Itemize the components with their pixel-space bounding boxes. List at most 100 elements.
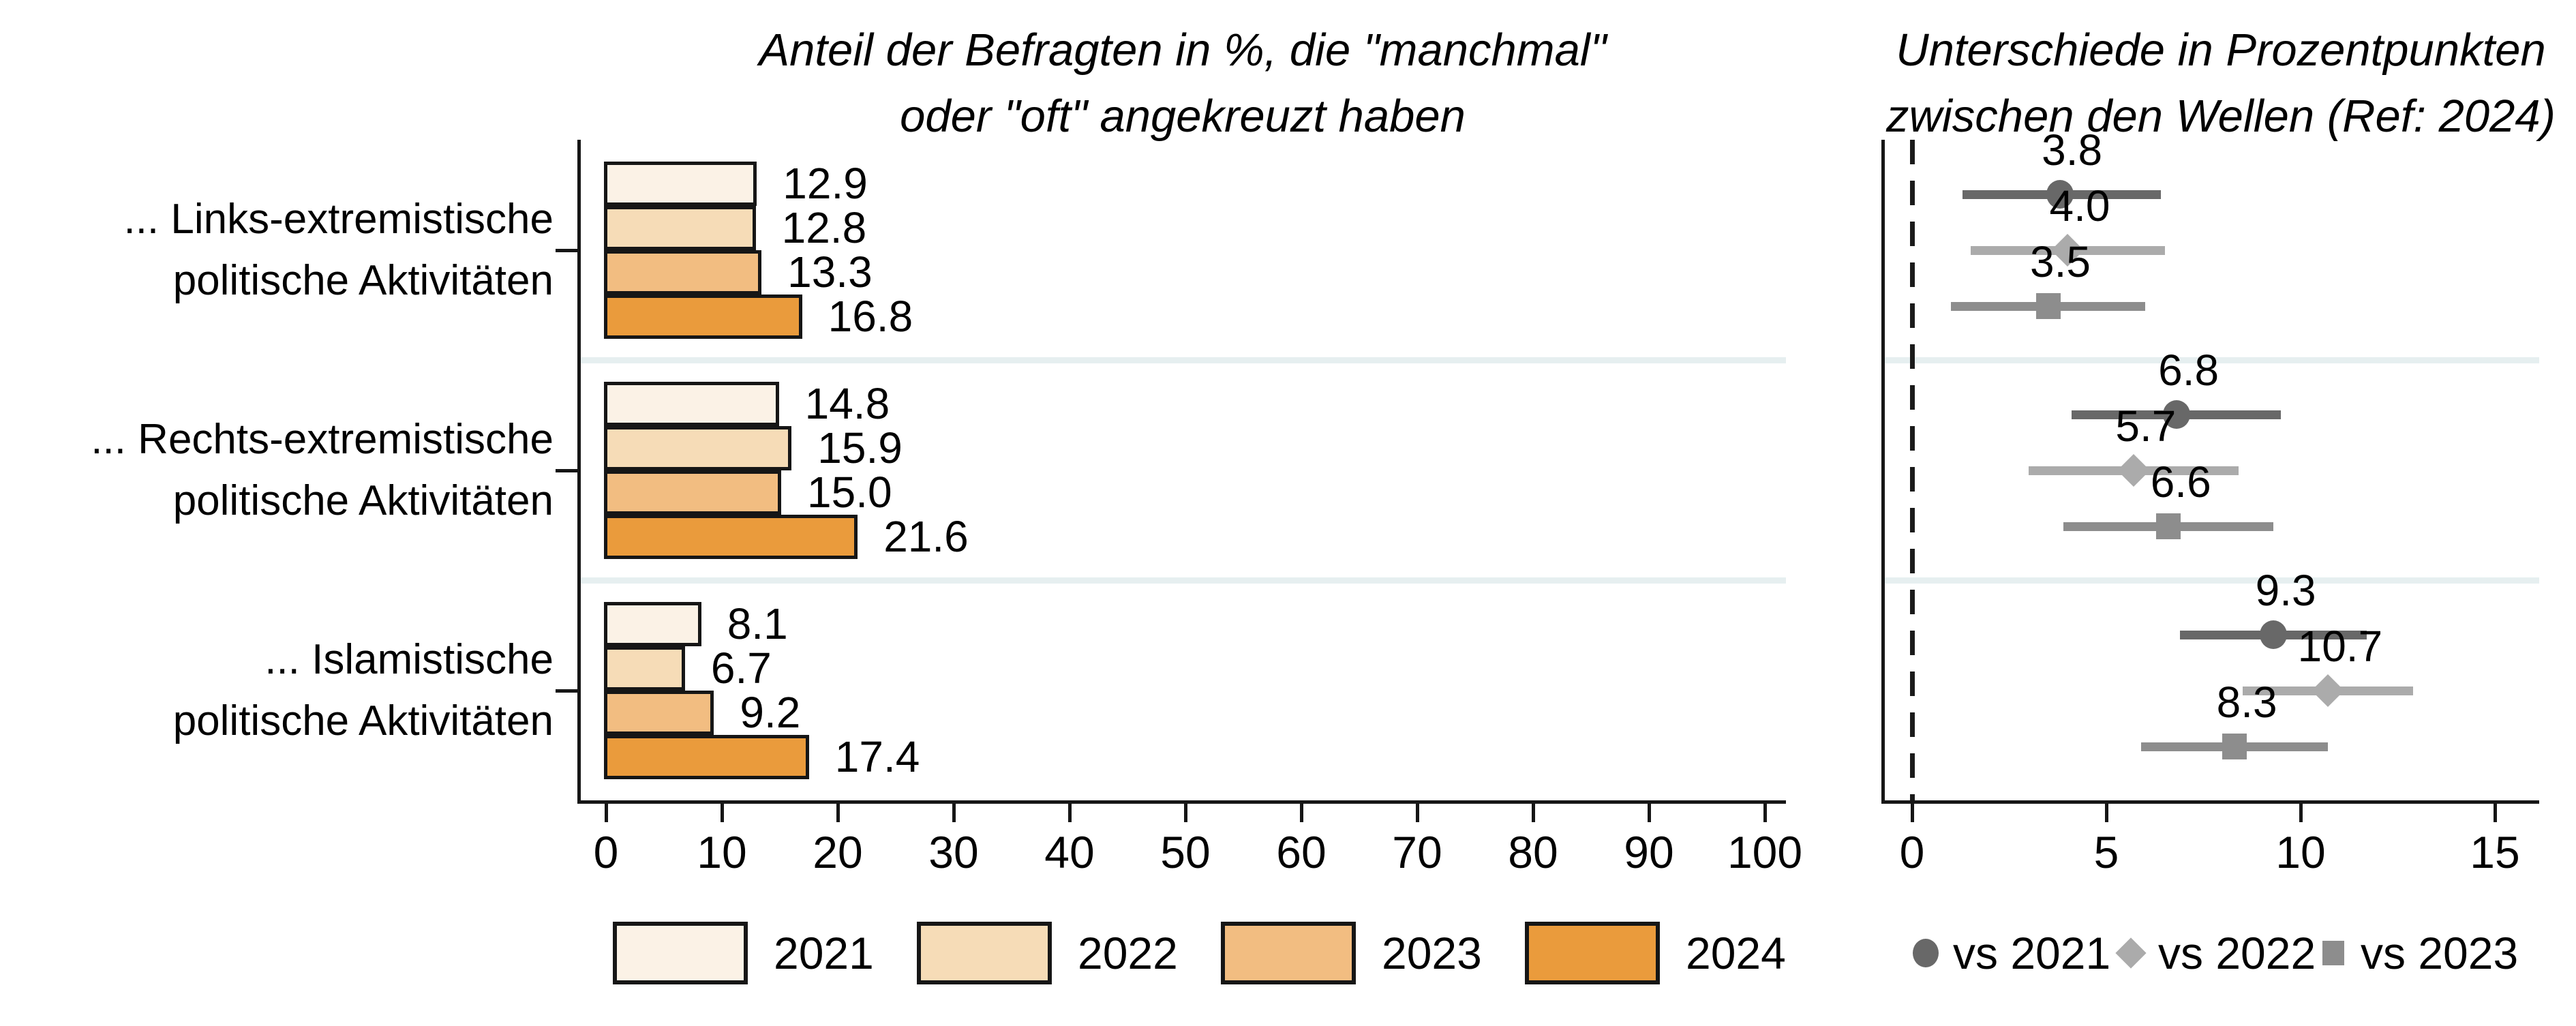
marker-diamond (2117, 453, 2150, 487)
x-axis-tick-label: 100 (1727, 827, 1803, 877)
bar-value-label: 9.2 (740, 688, 801, 737)
x-axis-tick (1300, 804, 1303, 822)
group-separator (581, 357, 1786, 363)
x-axis-line (577, 800, 1786, 804)
x-axis-tick-label: 30 (928, 827, 979, 877)
bar-value-label: 15.0 (807, 468, 892, 517)
left-panel-title: Anteil der Befragten in %, die "manchmal… (579, 17, 1786, 149)
bar-2024 (604, 735, 809, 779)
bar-value-label: 14.8 (804, 379, 890, 428)
zero-reference-dashed-line (1910, 140, 1915, 800)
group-separator (1885, 357, 2539, 363)
x-axis-tick (2494, 804, 2497, 822)
x-axis-line (1881, 800, 2539, 804)
category-label-line: politische Aktivitäten (172, 697, 554, 744)
bar-value-label: 13.3 (787, 247, 873, 297)
bar-2022 (604, 206, 756, 250)
x-axis-tick (1416, 804, 1419, 822)
bar-value-label: 21.6 (883, 512, 969, 561)
x-axis-tick-label: 10 (2275, 827, 2326, 877)
x-axis-tick (1648, 804, 1651, 822)
category-tick (556, 249, 577, 252)
marker-circle (2162, 400, 2190, 429)
bar-2021 (604, 602, 701, 646)
x-axis-tick (1763, 804, 1767, 822)
legend-label-2021: 2021 (774, 928, 874, 978)
marker-square (2156, 513, 2181, 539)
bar-2021 (604, 162, 757, 206)
x-axis-tick-label: 50 (1160, 827, 1211, 877)
legend-marker-circle (1913, 939, 1939, 967)
group-separator (581, 577, 1786, 584)
category-label-line: ... Links-extremistische (123, 196, 554, 243)
x-axis-tick-label: 15 (2470, 827, 2520, 877)
bar-value-label: 15.9 (817, 423, 903, 472)
y-axis-line (1881, 140, 1885, 804)
category-label-line: politische Aktivitäten (172, 477, 554, 524)
point-value-label: 8.3 (2216, 678, 2277, 727)
legend-swatch-2024 (1525, 922, 1660, 984)
bar-value-label: 6.7 (710, 644, 772, 693)
category-label-line: ... Rechts-extremistische (91, 416, 554, 463)
bar-2021 (604, 382, 779, 426)
point-value-label: 3.5 (2030, 237, 2091, 286)
x-axis-tick-label: 20 (813, 827, 863, 877)
legend-label-vs-2023: vs 2023 (2361, 928, 2519, 978)
y-axis-line (577, 140, 581, 804)
bar-2022 (604, 646, 685, 691)
bar-value-label: 8.1 (727, 599, 788, 648)
x-axis-tick-label: 10 (697, 827, 747, 877)
legend-label-2022: 2022 (1078, 928, 1178, 978)
marker-square (2222, 734, 2247, 759)
legend-label-vs-2022: vs 2022 (2158, 928, 2316, 978)
x-axis-tick-label: 40 (1044, 827, 1095, 877)
bar-2023 (604, 691, 714, 735)
legend-swatch-2022 (917, 922, 1052, 984)
category-tick (556, 469, 577, 472)
x-axis-tick (605, 804, 608, 822)
x-axis-tick (952, 804, 956, 822)
legend-label-2023: 2023 (1382, 928, 1482, 978)
legend-marker-diamond (2115, 937, 2147, 969)
category-label-line: politische Aktivitäten (172, 257, 554, 304)
right-panel-title: Unterschiede in Prozentpunkten zwischen … (1883, 17, 2558, 149)
legend-label-2024: 2024 (1686, 928, 1786, 978)
bar-2024 (604, 515, 858, 559)
point-value-label: 3.8 (2042, 125, 2103, 175)
x-axis-tick-label: 0 (593, 827, 619, 877)
x-axis-tick (1068, 804, 1072, 822)
legend-swatch-2023 (1221, 922, 1356, 984)
point-value-label: 9.3 (2255, 566, 2316, 615)
point-value-label: 10.7 (2297, 622, 2383, 671)
x-axis-tick (1911, 804, 1914, 822)
group-separator (1885, 577, 2539, 584)
bar-value-label: 12.9 (783, 159, 868, 208)
x-axis-tick-label: 90 (1624, 827, 1674, 877)
category-label-line: ... Islamistische (264, 636, 554, 683)
left-title-line-1: Anteil der Befragten in %, die "manchmal… (759, 25, 1607, 76)
legend-swatch-2021 (613, 922, 748, 984)
point-value-label: 5.7 (2115, 402, 2177, 451)
legend-marker-square (2322, 941, 2344, 965)
bar-value-label: 12.8 (781, 203, 867, 252)
x-axis-tick (2299, 804, 2303, 822)
bar-value-label: 17.4 (834, 732, 920, 781)
right-title-line-1: Unterschiede in Prozentpunkten (1896, 25, 2546, 76)
right-title-line-2: zwischen den Wellen (Ref: 2024) (1886, 91, 2556, 142)
x-axis-tick (721, 804, 724, 822)
bar-2024 (604, 295, 802, 339)
category-label: ... Islamistische politische Aktivitäten (35, 629, 554, 752)
x-axis-tick-label: 60 (1276, 827, 1327, 877)
bar-value-label: 16.8 (828, 292, 913, 341)
x-axis-tick (1532, 804, 1535, 822)
left-title-line-2: oder "oft" angekreuzt haben (900, 91, 1466, 142)
marker-circle (2046, 180, 2074, 209)
x-axis-tick (2105, 804, 2108, 822)
bar-2023 (604, 470, 781, 515)
bar-2023 (604, 250, 762, 295)
point-value-label: 4.0 (2049, 181, 2110, 230)
x-axis-tick-label: 5 (2093, 827, 2119, 877)
x-axis-tick (1184, 804, 1187, 822)
point-value-label: 6.6 (2150, 457, 2211, 507)
